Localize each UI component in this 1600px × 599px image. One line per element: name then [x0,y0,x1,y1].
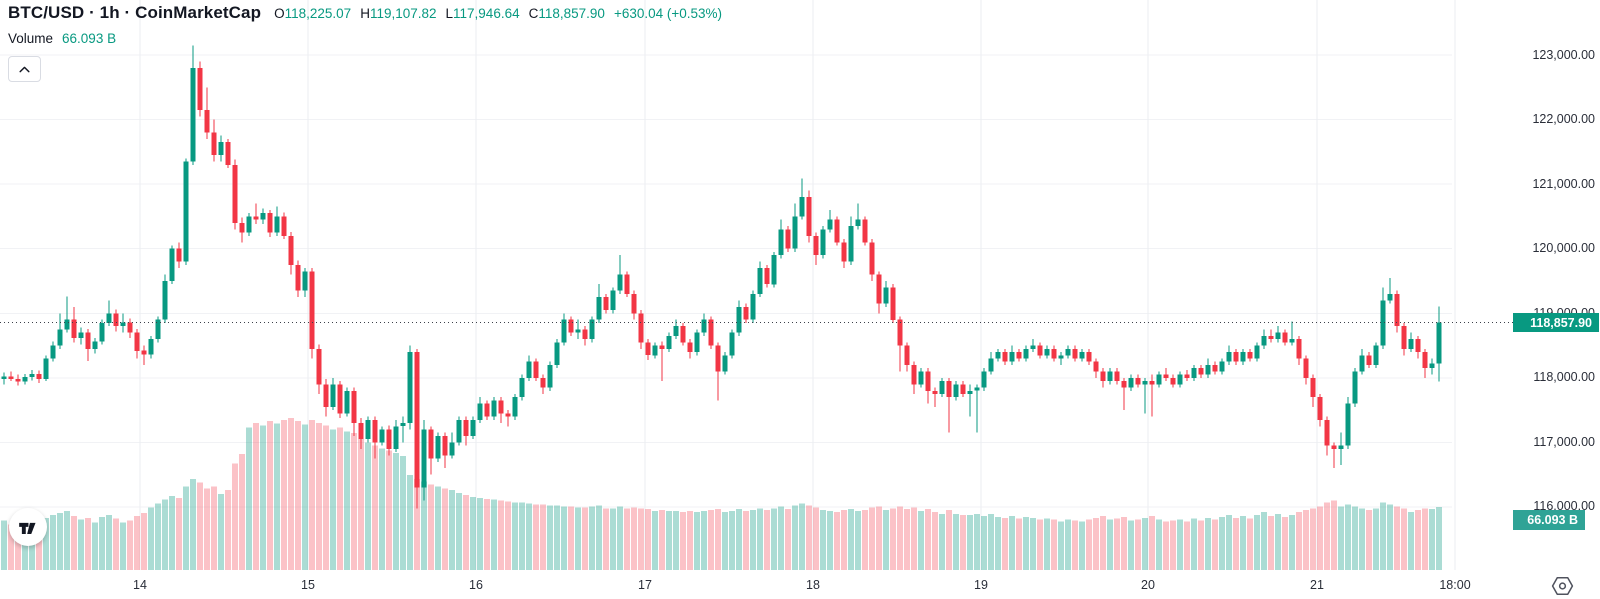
hexagon-settings-icon [1551,576,1573,595]
price-axis-label: 122,000.00 [1532,112,1595,126]
current-price-badge[interactable]: 118,857.90 [1513,313,1599,332]
price-axis-label: 123,000.00 [1532,48,1595,62]
tradingview-logo[interactable] [9,508,47,546]
tradingview-logo-icon [19,522,36,534]
open-value: O118,225.07 [274,6,352,21]
ohlc-values: O118,225.07 H119,107.82 L117,946.64 C118… [274,6,722,21]
time-axis-label: 15 [301,578,315,592]
time-axis-label: 21 [1310,578,1324,592]
volume-value: 66.093 B [62,31,117,46]
time-axis-label: 18 [806,578,820,592]
price-axis-label: 118,000.00 [1533,370,1595,384]
close-value: C118,857.90 [528,6,605,21]
price-axis-label: 117,000.00 [1533,435,1595,449]
volume-legend: Volume 66.093 B [8,31,116,46]
time-axis-label: 14 [133,578,147,592]
time-axis-label: 17 [638,578,652,592]
time-axis-label: 20 [1141,578,1155,592]
time-axis[interactable]: 14 15 16 17 18 19 20 21 18:00 [0,571,1600,599]
high-value: H119,107.82 [360,6,437,21]
volume-bars [1,418,1442,571]
change-value: +630.04 (+0.53%) [613,6,723,21]
volume-label[interactable]: Volume [8,31,54,46]
chart-legend: BTC/USD · 1h · CoinMarketCap O118,225.07… [8,3,722,23]
volume-badge[interactable]: 66.093 B [1513,510,1585,530]
price-axis[interactable]: 123,000.00 122,000.00 121,000.00 120,000.00… [1450,0,1600,570]
low-value: L117,946.64 [445,6,520,21]
time-axis-label: 16 [469,578,483,592]
price-axis-label: 116,000.00 [1533,499,1595,513]
candles-layer [1,45,1442,509]
grid-layer [0,0,1456,570]
chevron-up-icon [19,66,30,72]
time-axis-label: 19 [974,578,988,592]
price-axis-label: 120,000.00 [1532,241,1595,255]
time-axis-label: 18:00 [1439,578,1471,592]
price-axis-label: 121,000.00 [1532,177,1595,191]
collapse-legend-button[interactable] [8,56,41,82]
symbol-title[interactable]: BTC/USD · 1h · CoinMarketCap [8,3,262,22]
price-scale-settings-button[interactable] [1550,575,1574,596]
